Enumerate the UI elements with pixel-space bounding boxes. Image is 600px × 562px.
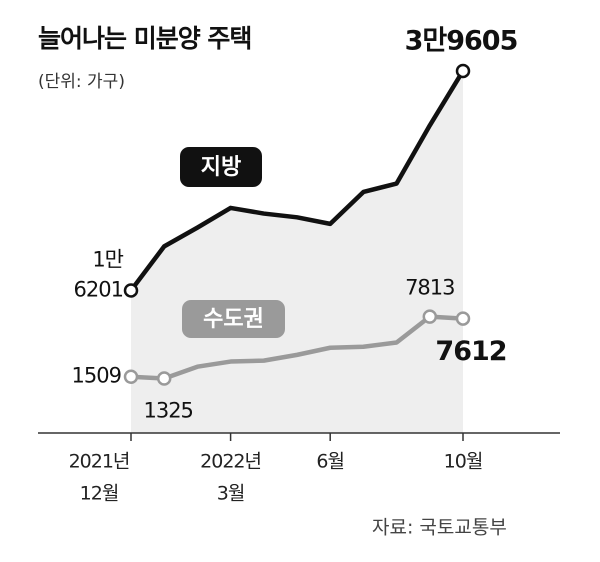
source: 자료: 국토교통부: [372, 517, 507, 539]
data-point: [123, 369, 139, 384]
area-background: [131, 70, 463, 433]
x-tick-label: 3월: [217, 483, 245, 505]
data-point: [455, 63, 471, 79]
data-label: 1509: [72, 364, 121, 388]
data-point: [455, 311, 471, 326]
data-point: [422, 309, 438, 324]
data-point: [123, 283, 139, 298]
legend-label: 지방: [201, 155, 241, 180]
data-label: 7612: [435, 336, 506, 367]
data-label: 3만9605: [405, 25, 518, 56]
chart-subtitle: (단위: 가구): [38, 72, 125, 92]
chart-title: 늘어나는 미분양 주택: [38, 24, 251, 53]
x-tick-label: 12월: [80, 483, 119, 505]
data-point: [156, 371, 172, 386]
x-tick-label: 2022년: [200, 451, 261, 473]
x-tick-label: 6월: [316, 451, 344, 473]
legend-box: [182, 300, 285, 338]
series-line: [130, 314, 464, 381]
data-label: 1325: [143, 398, 192, 422]
data-label: 1만: [92, 247, 123, 271]
series-line: [129, 69, 465, 292]
data-label: 7813: [405, 276, 454, 300]
x-tick-label: 10월: [444, 451, 483, 473]
data-label: 6201: [74, 277, 123, 301]
x-tick-label: 2021년: [69, 451, 130, 473]
legend-label: 수도권: [203, 307, 264, 332]
legend-box: [180, 147, 262, 187]
